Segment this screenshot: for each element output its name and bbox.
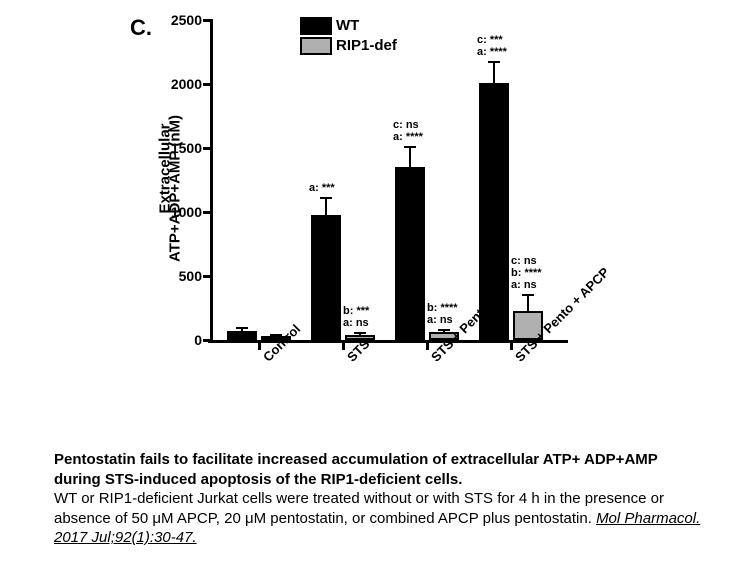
error-cap: [320, 197, 332, 199]
error-bar: [493, 62, 495, 82]
bar-chart: a: *** b: ***a: ns c: nsa: **** b: ****a: n…: [210, 20, 560, 340]
bar-wt: [311, 215, 341, 340]
error-cap: [354, 332, 366, 334]
error-cap: [404, 146, 416, 148]
y-axis-title-2: ATP+ADP+AMP (nM): [167, 94, 184, 284]
x-tick: [510, 340, 513, 350]
error-cap: [236, 327, 248, 329]
caption-title: Pentostatin fails to facilitate increase…: [54, 451, 658, 488]
error-bar: [325, 198, 327, 215]
error-cap: [522, 294, 534, 296]
y-tick-label: 2000: [171, 76, 202, 92]
bar-wt: [227, 331, 257, 340]
y-tick: [203, 211, 213, 214]
significance-label: c: ***a: ****: [477, 34, 507, 58]
error-cap: [438, 329, 450, 331]
legend-label-rip1def: RIP1-def: [336, 37, 397, 54]
error-bar: [409, 147, 411, 167]
y-tick-label: 2500: [171, 12, 202, 28]
y-tick: [203, 339, 213, 342]
y-tick-label: 1500: [171, 140, 202, 156]
x-tick: [342, 340, 345, 350]
x-tick: [426, 340, 429, 350]
y-tick: [203, 147, 213, 150]
legend-item-wt: WT: [300, 17, 397, 35]
figure-caption: Pentostatin fails to facilitate increase…: [54, 450, 702, 548]
y-tick: [203, 83, 213, 86]
y-tick: [203, 275, 213, 278]
significance-label: a: ***: [309, 182, 335, 194]
error-bar: [527, 295, 529, 310]
significance-label: b: ****a: ns: [427, 302, 458, 326]
y-tick-label: 0: [194, 332, 202, 348]
y-tick-label: 500: [179, 268, 202, 284]
caption-body: WT or RIP1-deficient Jurkat cells were t…: [54, 490, 664, 527]
significance-label: c: nsb: ****a: ns: [511, 255, 542, 291]
legend-item-rip1def: RIP1-def: [300, 37, 397, 55]
legend-label-wt: WT: [336, 17, 359, 34]
panel-label: C.: [130, 15, 152, 41]
significance-label: b: ***a: ns: [343, 305, 369, 329]
significance-label: c: nsa: ****: [393, 119, 423, 143]
y-tick: [203, 19, 213, 22]
legend-swatch-rip1def: [300, 37, 332, 55]
legend: WT RIP1-def: [300, 17, 397, 57]
error-cap: [488, 61, 500, 63]
x-tick: [258, 340, 261, 350]
bar-wt: [395, 167, 425, 340]
legend-swatch-wt: [300, 17, 332, 35]
y-tick-label: 1000: [171, 204, 202, 220]
